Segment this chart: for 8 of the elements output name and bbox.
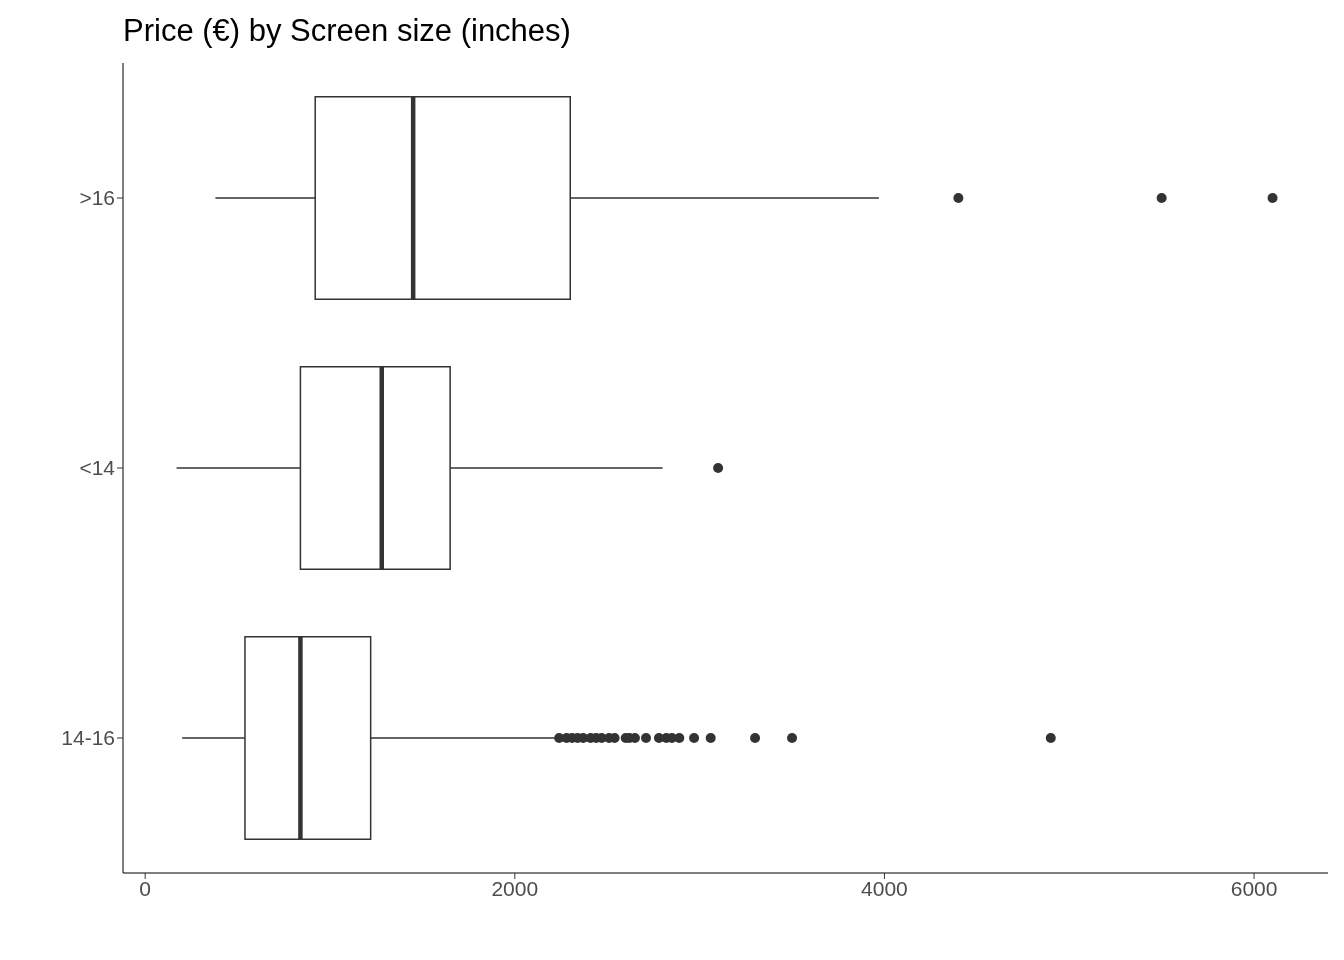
x-tick-label: 4000: [861, 876, 908, 900]
x-tick-label: 2000: [491, 876, 539, 900]
chart-title: Price (€) by Screen size (inches): [122, 12, 572, 50]
y-tick-label: 14-16: [61, 726, 115, 750]
x-tick-label: 0: [139, 876, 152, 900]
y-tick-label: <14: [79, 456, 116, 480]
y-tick-label: >16: [79, 186, 115, 210]
x-tick-label: 6000: [1230, 876, 1278, 900]
